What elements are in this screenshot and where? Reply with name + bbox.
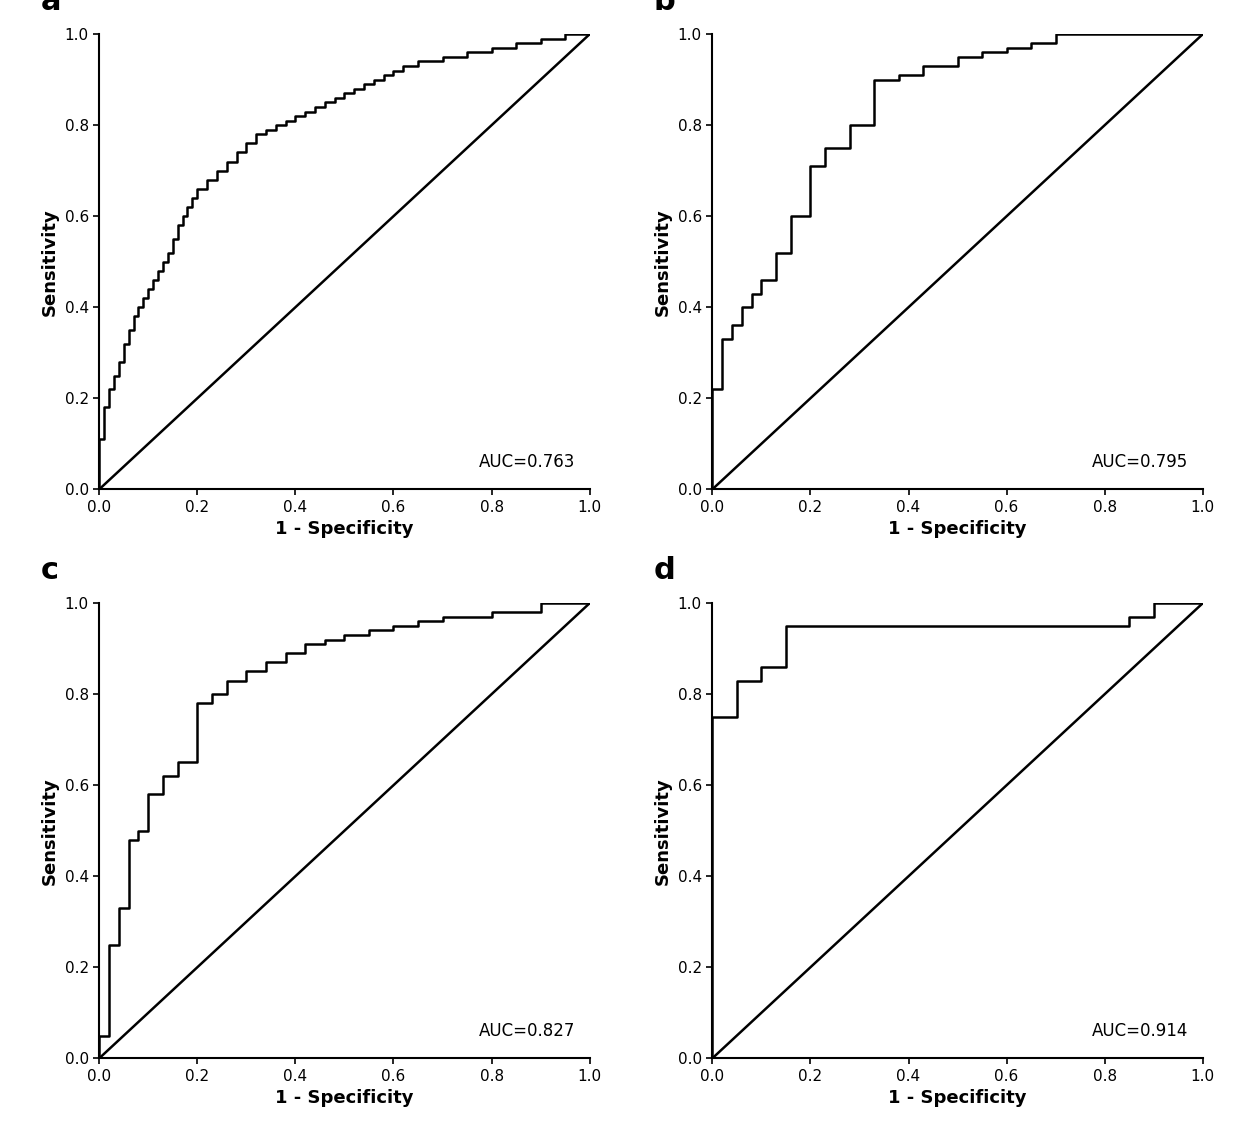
Text: AUC=0.763: AUC=0.763 [479,453,575,471]
Text: d: d [653,556,676,585]
Text: AUC=0.795: AUC=0.795 [1092,453,1188,471]
Y-axis label: Sensitivity: Sensitivity [653,777,672,884]
X-axis label: 1 - Specificity: 1 - Specificity [888,520,1027,538]
X-axis label: 1 - Specificity: 1 - Specificity [888,1089,1027,1107]
Text: AUC=0.914: AUC=0.914 [1091,1022,1188,1040]
X-axis label: 1 - Specificity: 1 - Specificity [275,520,414,538]
Text: a: a [41,0,61,16]
Text: b: b [653,0,676,16]
Y-axis label: Sensitivity: Sensitivity [41,777,60,884]
Text: c: c [41,556,58,585]
Text: AUC=0.827: AUC=0.827 [479,1022,575,1040]
Y-axis label: Sensitivity: Sensitivity [653,208,672,315]
X-axis label: 1 - Specificity: 1 - Specificity [275,1089,414,1107]
Y-axis label: Sensitivity: Sensitivity [41,208,60,315]
